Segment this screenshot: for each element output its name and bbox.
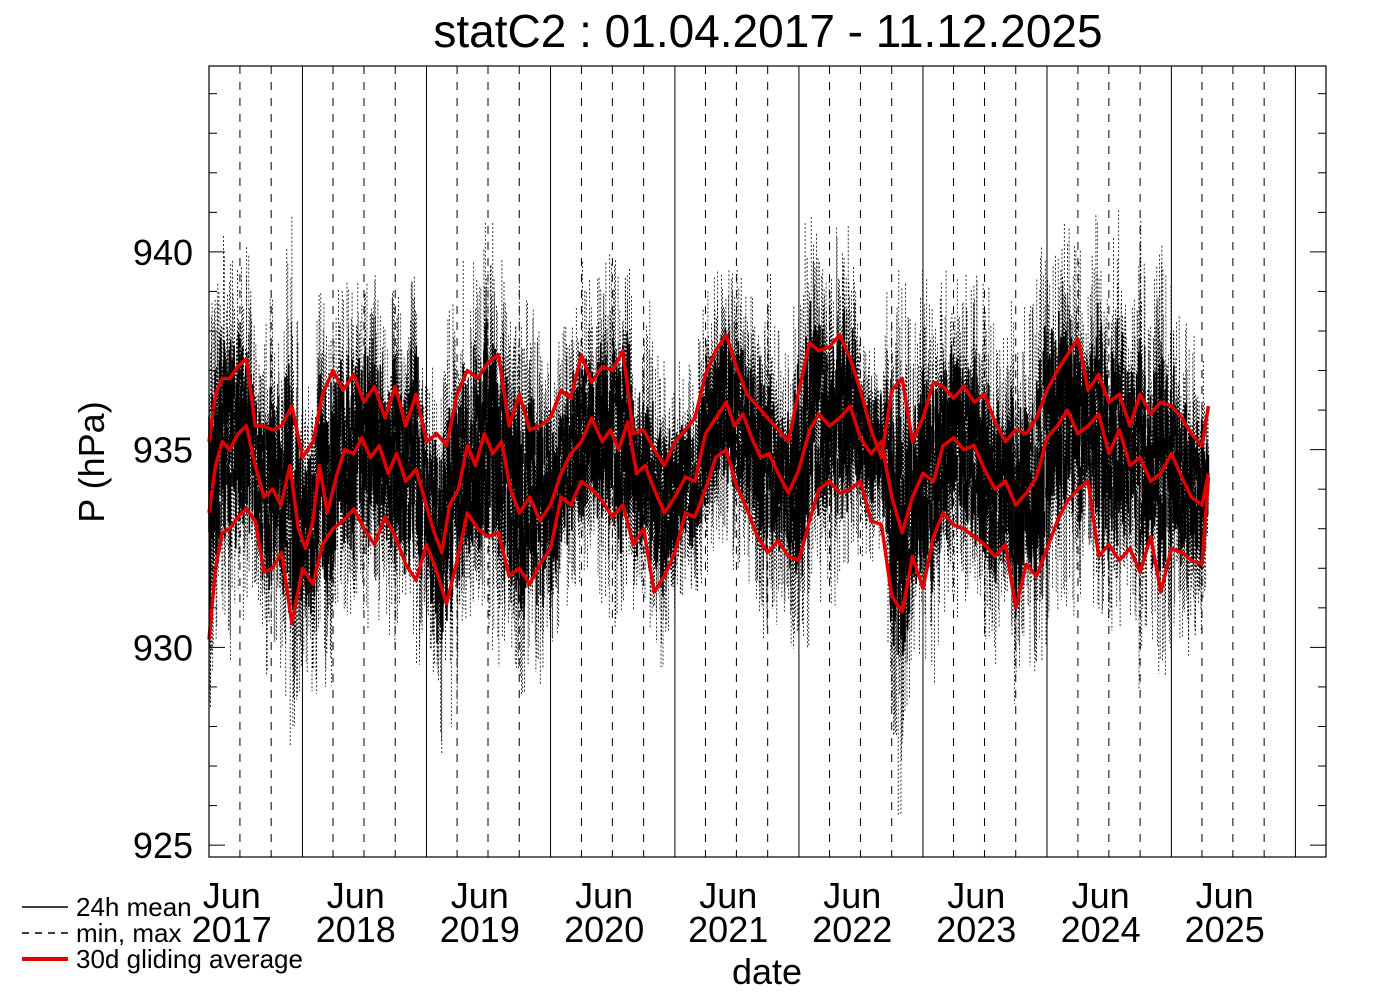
y-tick-label: 925 — [133, 825, 193, 866]
x-tick-label-year: 2021 — [688, 909, 768, 950]
y-tick-label: 935 — [133, 430, 193, 471]
x-tick-label-month: Jun — [1196, 875, 1254, 916]
x-tick-label-year: 2025 — [1185, 909, 1265, 950]
y-axis-label: P (hPa) — [71, 401, 112, 522]
series-lines — [207, 333, 1211, 640]
x-tick-label-month: Jun — [947, 875, 1005, 916]
chart-title: statC2 : 01.04.2017 - 11.12.2025 — [433, 5, 1102, 57]
x-tick-label-month: Jun — [451, 875, 509, 916]
legend: 24h mean min, max 30d gliding average — [22, 892, 303, 974]
plot-frame — [208, 65, 1327, 858]
series-line-lower — [207, 447, 1211, 640]
x-tick-label-year: 2017 — [192, 909, 272, 950]
series-line-avg — [207, 400, 1211, 555]
y-tick-label: 930 — [133, 627, 193, 668]
x-tick-label-year: 2023 — [936, 909, 1016, 950]
legend-label-minmax: min, max — [76, 918, 181, 948]
x-tick-label-year: 2019 — [440, 909, 520, 950]
legend-label-mean: 24h mean — [76, 892, 192, 922]
x-tick-label-month: Jun — [699, 875, 757, 916]
y-axis-ticks: 925 930 935 940 — [133, 93, 1326, 866]
plot-border — [208, 65, 1327, 858]
x-axis-label: date — [732, 951, 802, 992]
series-line-upper — [207, 333, 1211, 468]
x-axis-ticks: Jun2017Jun2018Jun2019Jun2020Jun2021Jun20… — [192, 875, 1265, 950]
legend-label-avg: 30d gliding average — [76, 944, 303, 974]
x-tick-label-year: 2018 — [316, 909, 396, 950]
x-tick-label-year: 2020 — [564, 909, 644, 950]
x-tick-label-year: 2022 — [812, 909, 892, 950]
x-tick-label-year: 2024 — [1061, 909, 1141, 950]
y-tick-label: 940 — [133, 232, 193, 273]
x-tick-label-month: Jun — [1072, 875, 1130, 916]
x-tick-label-month: Jun — [203, 875, 261, 916]
x-tick-label-month: Jun — [823, 875, 881, 916]
x-tick-label-month: Jun — [327, 875, 385, 916]
x-tick-label-month: Jun — [575, 875, 633, 916]
